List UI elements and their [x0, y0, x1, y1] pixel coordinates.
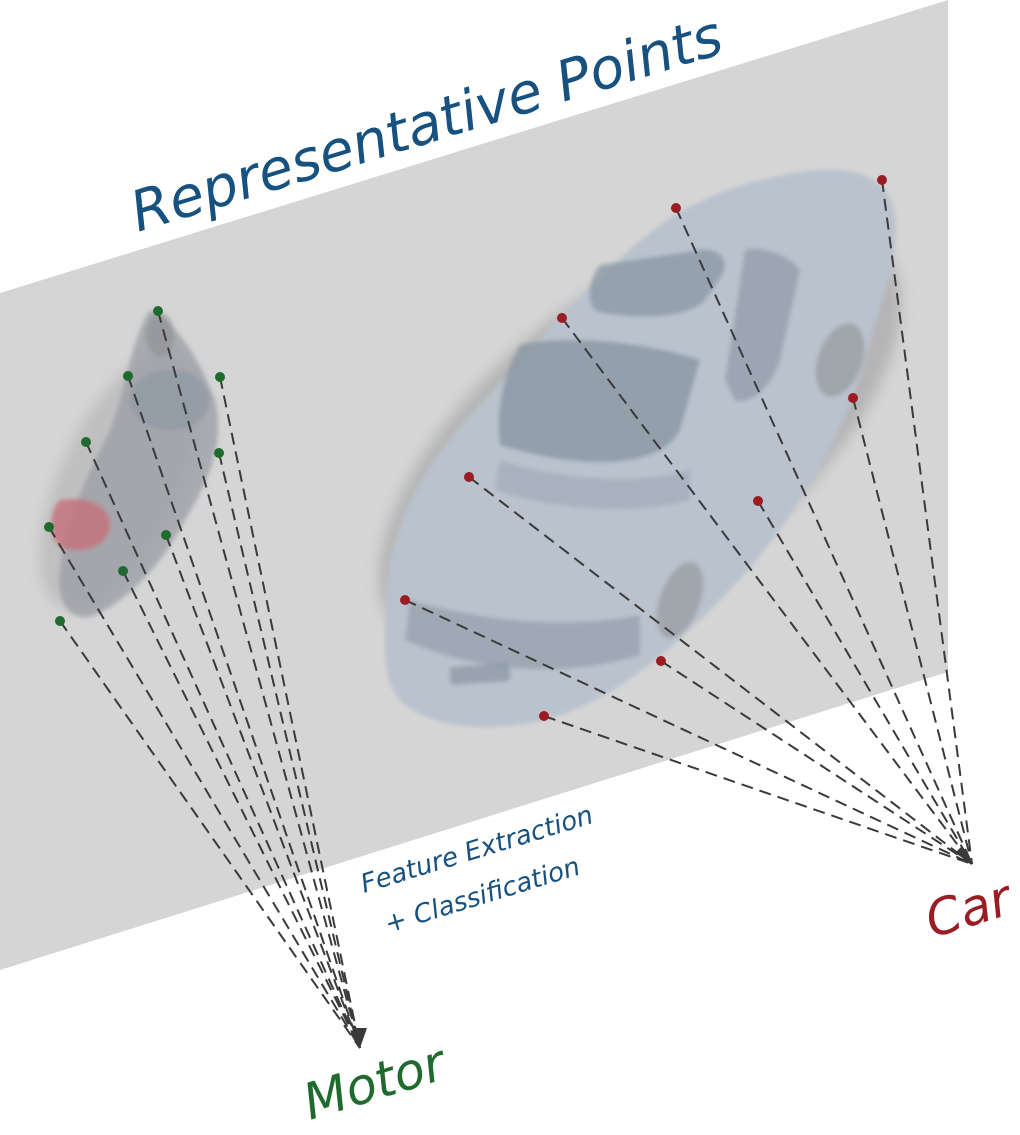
car-dash-6	[757, 500, 973, 865]
car-point	[848, 393, 858, 403]
motor-points	[44, 306, 225, 626]
car-point	[400, 595, 410, 605]
motor-arrowhead	[353, 1028, 367, 1048]
car-point	[753, 496, 763, 506]
motor-point	[118, 566, 128, 576]
motor-point	[44, 522, 54, 532]
motor-dash-2	[127, 375, 361, 1049]
car-dash-4	[852, 397, 973, 865]
motor-point	[55, 616, 65, 626]
motor-point	[214, 448, 224, 458]
car-dash-8	[660, 660, 973, 865]
car-image	[378, 169, 902, 727]
car-dash-7	[404, 599, 973, 865]
motor-dash-4	[85, 441, 361, 1049]
class-label-car: Car	[919, 868, 1020, 950]
car-dash-5	[468, 476, 973, 865]
motor-dash-3	[219, 376, 361, 1049]
motor-dash-8	[122, 570, 361, 1049]
car-arrowhead	[955, 846, 972, 864]
car-points	[400, 175, 887, 721]
class-label-motor: Motor	[297, 1033, 455, 1132]
motor-dash-6	[48, 526, 361, 1049]
motor-dash-7	[165, 534, 361, 1049]
car-point	[539, 711, 549, 721]
motor-point	[123, 371, 133, 381]
motor-dash-5	[218, 452, 361, 1049]
car-dash-9	[543, 715, 973, 865]
car-point	[557, 313, 567, 323]
motor-point	[153, 306, 163, 316]
motor-point	[81, 437, 91, 447]
car-point	[671, 203, 681, 213]
car-dash-2	[881, 179, 973, 865]
motor-dash-1	[157, 310, 361, 1049]
car-point	[464, 472, 474, 482]
car-point	[656, 656, 666, 666]
car-dashes	[404, 179, 973, 865]
car-point	[877, 175, 887, 185]
motor-point	[161, 530, 171, 540]
motor-point	[215, 372, 225, 382]
motor-dashes	[48, 310, 367, 1049]
motor-dash-9	[59, 620, 361, 1049]
car-dash-1	[675, 207, 973, 865]
